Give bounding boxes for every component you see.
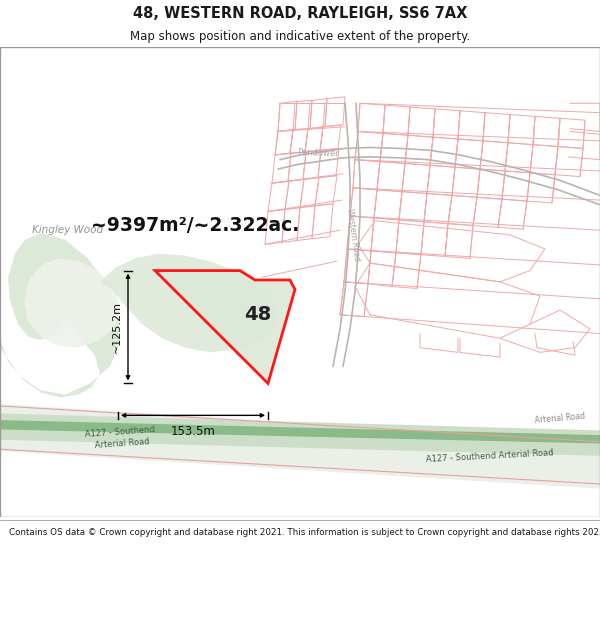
- Text: Kingley Wood: Kingley Wood: [32, 225, 104, 235]
- Text: Arterial Road: Arterial Road: [535, 411, 586, 425]
- Text: ~125.2m: ~125.2m: [112, 301, 122, 353]
- Text: 48, WESTERN ROAD, RAYLEIGH, SS6 7AX: 48, WESTERN ROAD, RAYLEIGH, SS6 7AX: [133, 6, 467, 21]
- Text: 153.5m: 153.5m: [170, 425, 215, 438]
- Text: 48: 48: [244, 305, 272, 324]
- Text: A127 - Southend Arterial Road: A127 - Southend Arterial Road: [426, 448, 554, 464]
- Polygon shape: [24, 258, 120, 348]
- Text: Pendower: Pendower: [297, 148, 339, 158]
- Polygon shape: [0, 414, 600, 456]
- Text: Western Road: Western Road: [345, 208, 361, 262]
- Polygon shape: [0, 404, 600, 489]
- Text: Map shows position and indicative extent of the property.: Map shows position and indicative extent…: [130, 30, 470, 43]
- Polygon shape: [155, 271, 295, 383]
- Text: Contains OS data © Crown copyright and database right 2021. This information is : Contains OS data © Crown copyright and d…: [9, 528, 600, 537]
- Polygon shape: [100, 254, 278, 352]
- Text: ~9397m²/~2.322ac.: ~9397m²/~2.322ac.: [91, 216, 299, 235]
- Polygon shape: [0, 420, 600, 444]
- Polygon shape: [0, 103, 120, 398]
- Text: Arterial Road: Arterial Road: [94, 437, 149, 450]
- Text: A127 - Southend: A127 - Southend: [85, 426, 155, 439]
